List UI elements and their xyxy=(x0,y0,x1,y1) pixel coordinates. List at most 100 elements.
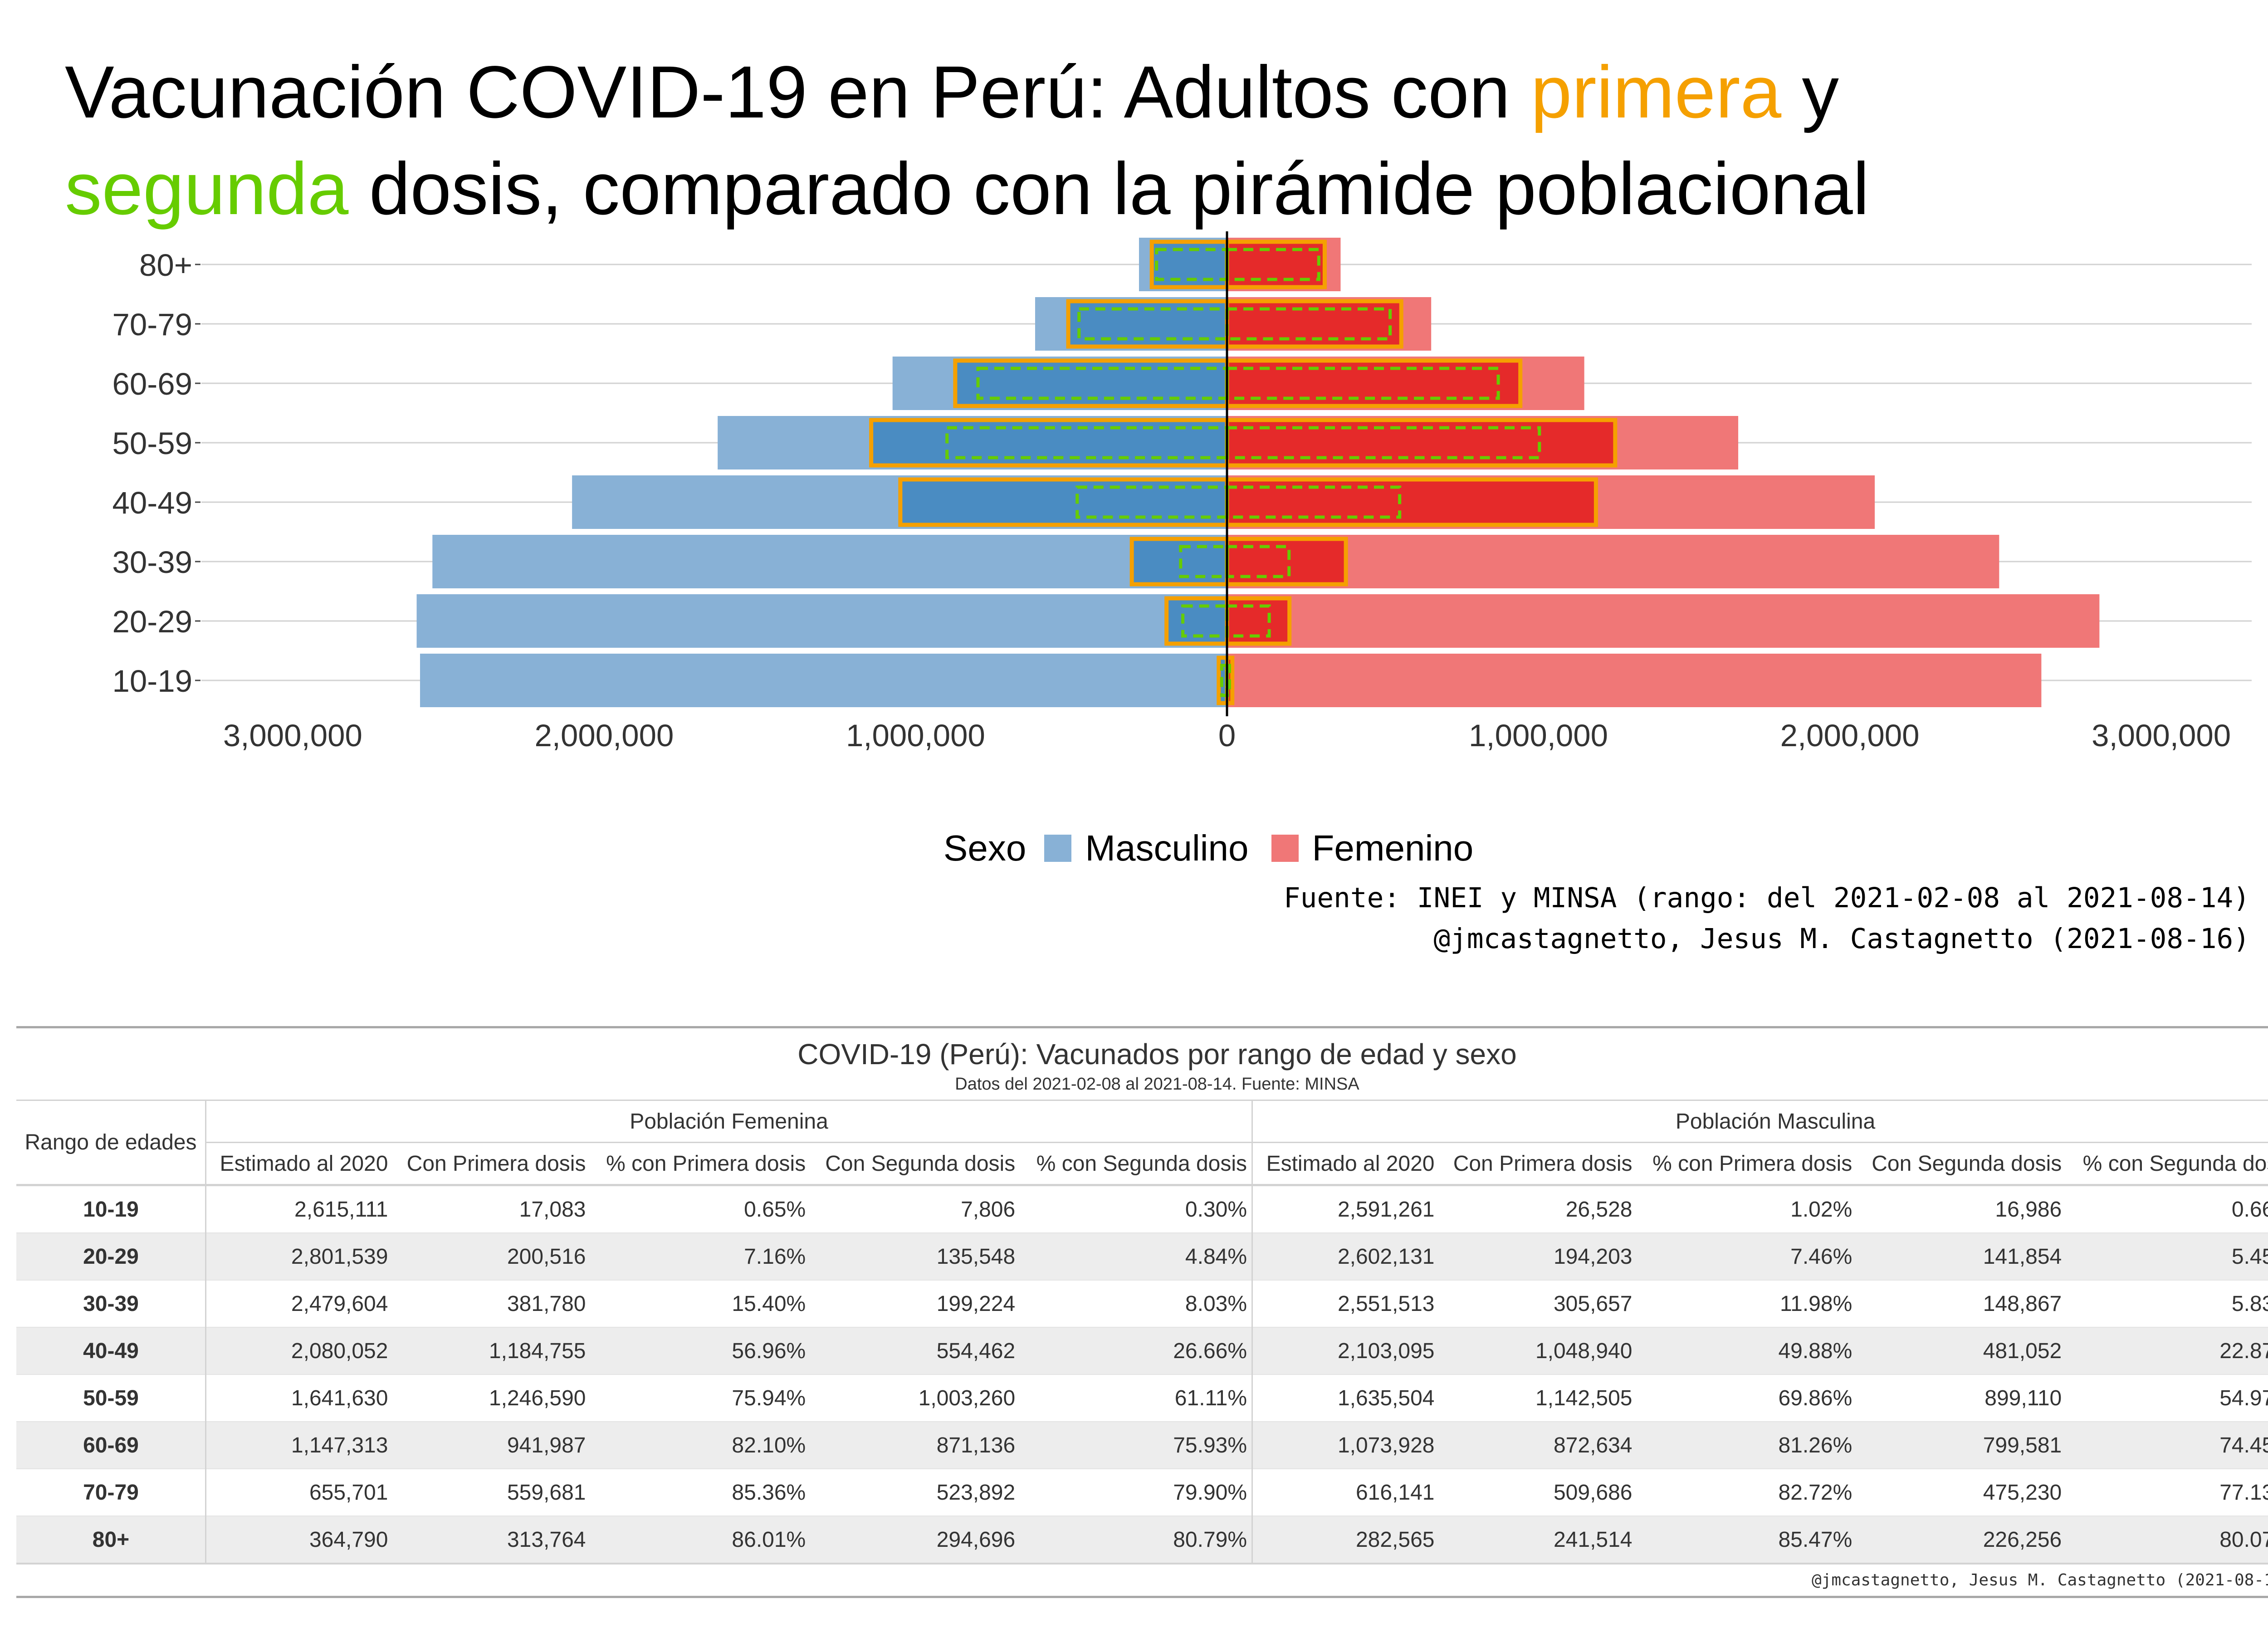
cell-female: 86.01% xyxy=(590,1516,811,1563)
cell-male: 11.98% xyxy=(1637,1280,1857,1327)
cell-female: 0.30% xyxy=(1020,1184,1252,1233)
legend-title: Sexo xyxy=(943,828,1026,868)
cell-male: 194,203 xyxy=(1439,1232,1637,1280)
group-header-female: Población Femenina xyxy=(205,1100,1252,1143)
column-header: Estimado al 2020 xyxy=(1251,1142,1439,1185)
row-label: 10-19 xyxy=(16,1184,206,1233)
cell-male: 1.02% xyxy=(1637,1184,1857,1233)
table-footnote: @jmcastagnetto, Jesus M. Castagnetto (20… xyxy=(1811,1571,2268,1589)
table-row: 50-59 1,641,630 1,246,590 75.94% 1,003,260 61… xyxy=(16,1374,2268,1422)
population-pyramid-chart: 10-19 20-29 30-39 40-49 50-59 60-69 70-79 80+ 3,… xyxy=(112,231,2252,753)
bar-male-second-dose xyxy=(1181,604,1229,638)
bar-female-second-dose xyxy=(1225,367,1500,400)
cell-female: 313,764 xyxy=(392,1516,591,1563)
cell-female: 1,003,260 xyxy=(810,1374,1020,1422)
y-tick-label: 40-49 xyxy=(112,485,192,520)
cell-male: 241,514 xyxy=(1439,1516,1637,1563)
cell-female: 1,641,630 xyxy=(205,1374,393,1422)
x-tick-label: 2,000,000 xyxy=(534,718,674,753)
cell-male: 1,635,504 xyxy=(1251,1374,1439,1422)
cell-female: 2,479,604 xyxy=(205,1280,393,1327)
cell-female: 15.40% xyxy=(590,1280,811,1327)
cell-female: 7,806 xyxy=(810,1184,1020,1233)
cell-female: 75.94% xyxy=(590,1374,811,1422)
cell-female: 655,701 xyxy=(205,1468,393,1516)
cell-female: 4.84% xyxy=(1020,1232,1252,1280)
cell-female: 1,184,755 xyxy=(392,1327,591,1374)
bar-female-population xyxy=(1227,654,2042,707)
cell-female: 7.16% xyxy=(590,1232,811,1280)
y-tick-label: 70-79 xyxy=(112,307,192,342)
cell-female: 85.36% xyxy=(590,1468,811,1516)
table-title: COVID-19 (Perú): Vacunados por rango de … xyxy=(797,1038,1517,1071)
table-row: 80+ 364,790 313,764 86.01% 294,696 80.79% 282,… xyxy=(16,1516,2268,1563)
cell-male: 616,141 xyxy=(1251,1468,1439,1516)
cell-male: 282,565 xyxy=(1251,1516,1439,1563)
cell-female: 75.93% xyxy=(1020,1421,1252,1469)
cell-male: 81.26% xyxy=(1637,1421,1857,1469)
y-tick-label: 50-59 xyxy=(112,426,192,461)
row-label: 80+ xyxy=(16,1516,206,1563)
cell-male: 1,073,928 xyxy=(1251,1421,1439,1469)
bar-male-second-dose xyxy=(1077,307,1229,341)
row-label: 30-39 xyxy=(16,1280,206,1327)
cell-female: 1,147,313 xyxy=(205,1421,393,1469)
legend-swatch-male xyxy=(1044,835,1072,862)
bar-female-second-dose xyxy=(1225,485,1402,519)
y-tick-label: 20-29 xyxy=(112,604,192,639)
row-label: 60-69 xyxy=(16,1421,206,1469)
column-header: Con Segunda dosis xyxy=(825,1151,1016,1176)
column-header: Estimado al 2020 xyxy=(220,1151,388,1176)
cell-female: 56.96% xyxy=(590,1327,811,1374)
table-subtitle: Datos del 2021-02-08 al 2021-08-14. Fuen… xyxy=(955,1075,1359,1094)
bar-female-population xyxy=(1227,594,2100,648)
cell-male: 2,551,513 xyxy=(1251,1280,1439,1327)
y-tick-label: 30-39 xyxy=(112,545,192,580)
title-word-segunda: segunda xyxy=(65,147,349,230)
y-tick-label: 10-19 xyxy=(112,664,192,699)
table-row: 20-29 2,801,539 200,516 7.16% 135,548 4.84% 2,… xyxy=(16,1232,2268,1280)
cell-female: 871,136 xyxy=(810,1421,1020,1469)
x-tick-label: 1,000,000 xyxy=(1469,718,1608,753)
group-header-male: Población Masculina xyxy=(1251,1100,2268,1143)
column-header: % con Segunda dosis xyxy=(2082,1151,2268,1176)
title-part-1: Vacunación COVID-19 en Perú: Adultos con xyxy=(65,50,1531,133)
table-row: 10-19 2,615,111 17,083 0.65% 7,806 0.30% 2,591… xyxy=(16,1184,2268,1233)
cell-male: 2,602,131 xyxy=(1251,1232,1439,1280)
cell-male: 305,657 xyxy=(1439,1280,1637,1327)
cell-female: 79.90% xyxy=(1020,1468,1252,1516)
cell-female: 26.66% xyxy=(1020,1327,1252,1374)
cell-male: 54.97% xyxy=(2066,1374,2268,1422)
cell-male: 2,591,261 xyxy=(1251,1184,1439,1233)
table-row: 70-79 655,701 559,681 85.36% 523,892 79.90% 61… xyxy=(16,1468,2268,1516)
cell-female: 17,083 xyxy=(392,1184,591,1233)
cell-male: 475,230 xyxy=(1857,1468,2067,1516)
cell-female: 381,780 xyxy=(392,1280,591,1327)
title-part-2: y xyxy=(1781,50,1839,133)
cell-male: 1,142,505 xyxy=(1439,1374,1637,1422)
column-header: Con Segunda dosis xyxy=(1872,1151,2062,1176)
cell-male: 509,686 xyxy=(1439,1468,1637,1516)
cell-female: 364,790 xyxy=(205,1516,393,1563)
source-line-1: Fuente: INEI y MINSA (rango: del 2021-02… xyxy=(1283,882,2250,914)
source-caption: Fuente: INEI y MINSA (rango: del 2021-02… xyxy=(1284,878,2250,959)
data-table: Rango de edades Población Femenina Pobla… xyxy=(16,1100,2268,1563)
cell-male: 7.46% xyxy=(1637,1232,1857,1280)
cell-male: 899,110 xyxy=(1857,1374,2067,1422)
cell-female: 61.11% xyxy=(1020,1374,1252,1422)
cell-male: 226,256 xyxy=(1857,1516,2067,1563)
column-header: % con Segunda dosis xyxy=(1036,1151,1247,1176)
table-row: 40-49 2,080,052 1,184,755 56.96% 554,462 26.6… xyxy=(16,1327,2268,1374)
cell-female: 0.65% xyxy=(590,1184,811,1233)
cell-male: 481,052 xyxy=(1857,1327,2067,1374)
cell-female: 294,696 xyxy=(810,1516,1020,1563)
x-tick-label: 3,000,000 xyxy=(2092,718,2231,753)
cell-male: 49.88% xyxy=(1637,1327,1857,1374)
bar-male-population xyxy=(416,594,1227,648)
chart-title: Vacunación COVID-19 en Perú: Adultos con… xyxy=(65,44,2197,237)
cell-male: 77.13% xyxy=(2066,1468,2268,1516)
cell-male: 148,867 xyxy=(1857,1280,2067,1327)
row-label: 50-59 xyxy=(16,1374,206,1422)
bar-male-population xyxy=(432,535,1227,588)
x-tick-label: 0 xyxy=(1218,718,1236,753)
